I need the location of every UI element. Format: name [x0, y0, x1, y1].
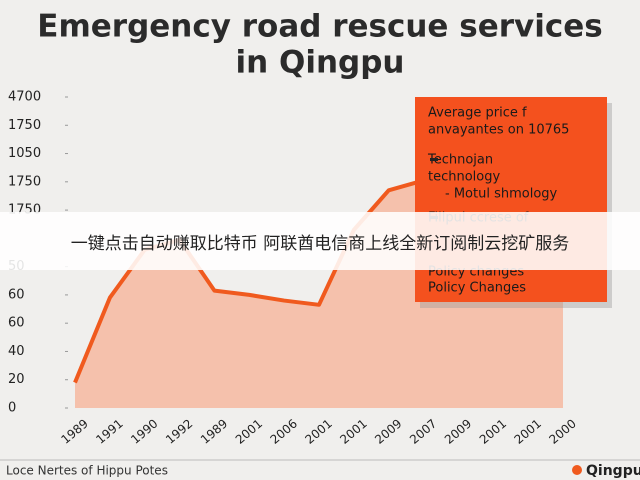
legend-text: Technojan	[427, 153, 493, 168]
x-tick-label: 1989	[198, 416, 230, 446]
x-tick-label: 2001	[233, 416, 265, 446]
legend-text: technology	[428, 170, 500, 185]
x-tick-label: 2009	[442, 416, 474, 446]
y-tick-label: 20	[8, 372, 25, 387]
x-tick-label: 1991	[93, 416, 125, 446]
y-tick-label: 4700	[8, 90, 41, 105]
y-tick-label: 40	[8, 344, 25, 359]
y-tick-label: 60	[8, 287, 25, 302]
legend-text: Average price f	[428, 106, 527, 121]
legend-marker	[430, 158, 438, 161]
chart-title: Emergency road rescue services	[37, 9, 602, 45]
x-tick-label: 2000	[546, 416, 578, 446]
x-tick-label: 1989	[58, 416, 90, 446]
x-tick-label: 2001	[477, 416, 509, 446]
x-tick-label: 2001	[512, 416, 544, 446]
footer-right: Qingpu	[586, 463, 640, 479]
legend-text: - Motul shmology	[445, 187, 558, 202]
x-tick-label: 1990	[128, 416, 160, 446]
y-tick-label: 1050	[8, 146, 41, 161]
footer-left: Loce Nertes of Hippu Potes	[6, 464, 168, 478]
legend-text: Policy Changes	[428, 281, 526, 296]
y-tick-label: 60	[8, 316, 25, 331]
legend-text: anvayantes on 10765	[428, 123, 569, 138]
x-tick-label: 2001	[302, 416, 334, 446]
chart-title: in Qingpu	[236, 45, 405, 81]
y-tick-label: 0	[8, 401, 16, 416]
y-tick-label: 1750	[8, 118, 41, 133]
x-tick-label: 2009	[372, 416, 404, 446]
footer-icon	[572, 465, 582, 475]
banner[interactable]: 一键点击自动赚取比特币 阿联酋电信商上线全新订阅制云挖矿服务	[0, 212, 640, 270]
x-tick-label: 2006	[268, 416, 300, 446]
x-tick-label: 2001	[337, 416, 369, 446]
y-tick-label: 1750	[8, 174, 41, 189]
x-tick-label: 1992	[163, 416, 195, 446]
x-tick-label: 2007	[407, 416, 439, 446]
